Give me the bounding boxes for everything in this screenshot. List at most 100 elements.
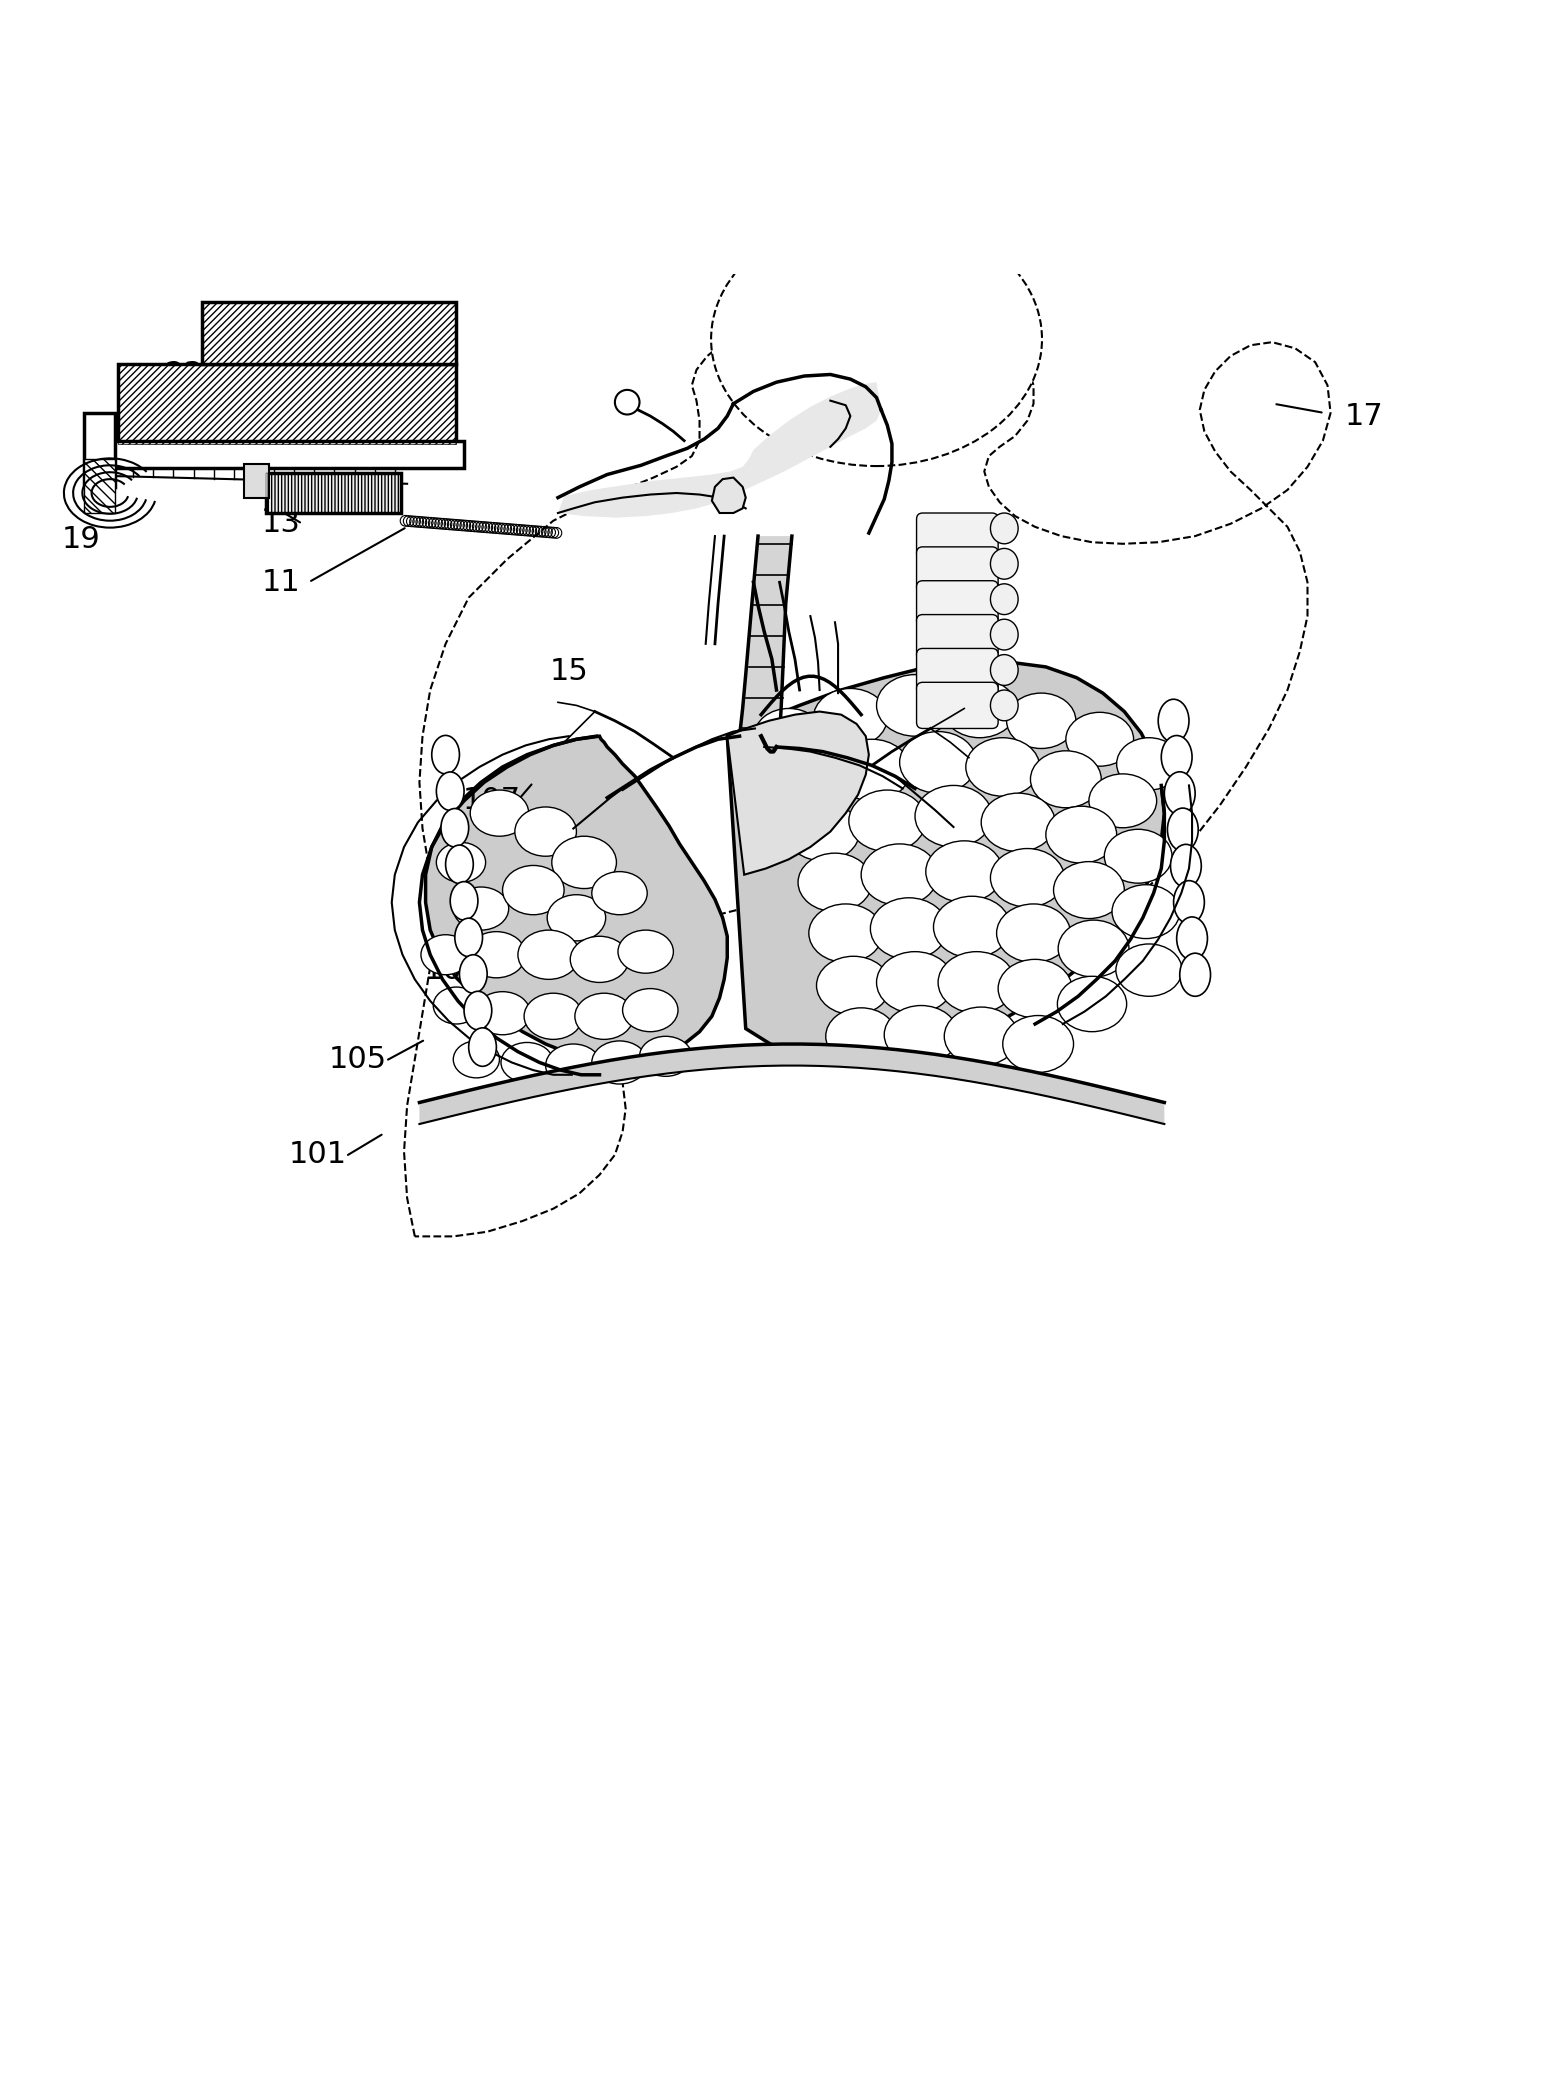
Ellipse shape <box>421 935 471 975</box>
Ellipse shape <box>592 871 648 915</box>
Bar <box>84 459 115 514</box>
Ellipse shape <box>943 679 1017 737</box>
Text: 21: 21 <box>261 489 300 516</box>
Ellipse shape <box>503 864 564 915</box>
Ellipse shape <box>814 689 887 748</box>
Ellipse shape <box>1117 944 1182 996</box>
Text: 13: 13 <box>261 509 300 539</box>
Ellipse shape <box>1058 977 1126 1031</box>
Ellipse shape <box>884 1006 958 1065</box>
Text: 107: 107 <box>463 787 520 814</box>
Ellipse shape <box>471 789 528 835</box>
Ellipse shape <box>870 898 947 958</box>
Ellipse shape <box>862 844 938 906</box>
Bar <box>202 303 457 363</box>
Ellipse shape <box>981 793 1054 852</box>
Ellipse shape <box>475 992 530 1036</box>
Ellipse shape <box>817 956 890 1015</box>
Ellipse shape <box>1165 773 1196 814</box>
Ellipse shape <box>1112 885 1180 940</box>
Text: 19: 19 <box>62 524 101 553</box>
Ellipse shape <box>432 735 460 775</box>
Circle shape <box>615 390 640 416</box>
Ellipse shape <box>1006 693 1076 748</box>
Ellipse shape <box>926 841 1003 902</box>
Text: 105: 105 <box>329 1044 387 1073</box>
Ellipse shape <box>849 789 926 852</box>
Ellipse shape <box>938 952 1016 1013</box>
Ellipse shape <box>460 954 488 994</box>
Ellipse shape <box>623 988 679 1031</box>
Ellipse shape <box>575 994 634 1040</box>
Ellipse shape <box>1180 954 1210 996</box>
Text: 101: 101 <box>289 1140 346 1169</box>
Polygon shape <box>426 737 727 1063</box>
Ellipse shape <box>755 708 823 764</box>
Ellipse shape <box>1159 699 1190 743</box>
Ellipse shape <box>899 731 977 793</box>
Ellipse shape <box>450 881 478 921</box>
Bar <box>118 363 457 445</box>
Ellipse shape <box>467 931 525 977</box>
Ellipse shape <box>991 656 1019 685</box>
Ellipse shape <box>999 958 1072 1017</box>
Ellipse shape <box>1003 1015 1073 1073</box>
Ellipse shape <box>469 1027 497 1067</box>
Bar <box>244 464 269 497</box>
Ellipse shape <box>1031 752 1101 808</box>
Ellipse shape <box>519 929 579 979</box>
Ellipse shape <box>991 514 1019 543</box>
Ellipse shape <box>592 1042 648 1084</box>
Ellipse shape <box>1174 881 1205 923</box>
Ellipse shape <box>441 808 469 848</box>
Ellipse shape <box>1162 735 1193 779</box>
Ellipse shape <box>1117 737 1182 789</box>
Ellipse shape <box>997 904 1070 963</box>
Ellipse shape <box>516 806 576 856</box>
Polygon shape <box>727 712 868 875</box>
Ellipse shape <box>1058 921 1129 977</box>
Ellipse shape <box>966 737 1039 796</box>
Ellipse shape <box>1171 844 1202 887</box>
Ellipse shape <box>464 992 492 1029</box>
Polygon shape <box>711 478 745 514</box>
Ellipse shape <box>834 739 910 802</box>
Ellipse shape <box>711 213 1042 466</box>
FancyBboxPatch shape <box>916 614 999 660</box>
FancyBboxPatch shape <box>916 649 999 695</box>
Bar <box>266 474 401 514</box>
FancyBboxPatch shape <box>916 514 999 560</box>
Polygon shape <box>558 382 881 518</box>
FancyBboxPatch shape <box>916 547 999 593</box>
Bar <box>266 474 401 514</box>
Bar <box>202 303 457 363</box>
Text: 23: 23 <box>165 359 203 388</box>
Ellipse shape <box>826 1009 896 1065</box>
Ellipse shape <box>876 952 954 1013</box>
Ellipse shape <box>991 620 1019 649</box>
Bar <box>118 363 457 445</box>
Ellipse shape <box>433 988 480 1023</box>
Ellipse shape <box>798 854 871 912</box>
Ellipse shape <box>1065 712 1134 766</box>
Ellipse shape <box>436 841 486 883</box>
Ellipse shape <box>1045 806 1117 862</box>
Ellipse shape <box>1104 829 1173 883</box>
Ellipse shape <box>455 919 483 956</box>
Ellipse shape <box>786 802 860 860</box>
Ellipse shape <box>618 929 674 973</box>
Text: 15: 15 <box>550 658 589 687</box>
Text: 11: 11 <box>261 568 300 597</box>
Ellipse shape <box>876 674 954 737</box>
Ellipse shape <box>1168 808 1199 852</box>
Text: 103: 103 <box>424 956 483 986</box>
Polygon shape <box>419 1044 1165 1123</box>
Ellipse shape <box>809 904 882 963</box>
Polygon shape <box>739 537 792 737</box>
FancyBboxPatch shape <box>916 683 999 729</box>
Ellipse shape <box>640 1036 691 1075</box>
Ellipse shape <box>453 1042 500 1077</box>
Ellipse shape <box>570 935 629 983</box>
Ellipse shape <box>502 1042 553 1082</box>
Ellipse shape <box>991 689 1019 720</box>
